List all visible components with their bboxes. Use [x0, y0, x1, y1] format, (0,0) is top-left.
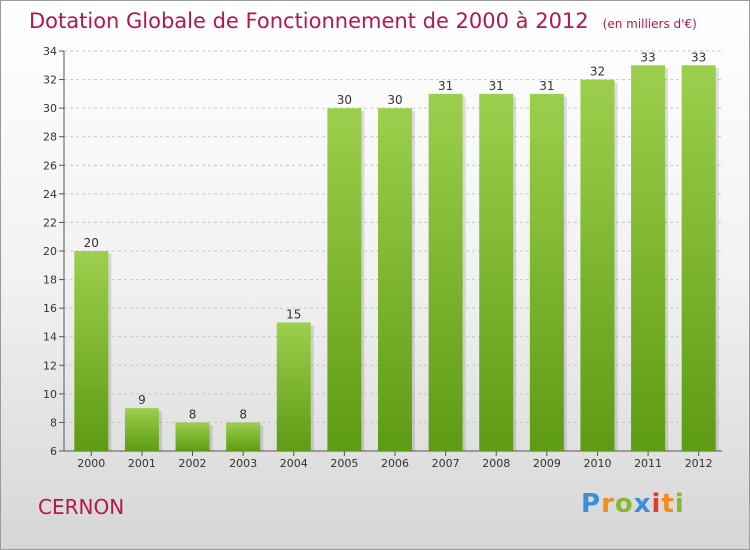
- x-tick-label: 2010: [583, 457, 611, 470]
- chart-subtitle: (en milliers d'€): [602, 17, 697, 31]
- axes: 6 8 10 12 14 16 18 20 22 24 26 28 30 32 34: [43, 45, 722, 458]
- logo-letter: o: [614, 489, 634, 519]
- bar: [74, 251, 109, 451]
- chart-title-text: Dotation Globale de Fonctionnement de 20…: [29, 9, 589, 33]
- data-label: 8: [239, 407, 247, 421]
- x-tick-label: 2004: [280, 457, 308, 470]
- y-tick-label: 14: [43, 331, 57, 344]
- y-tick-label: 22: [43, 216, 57, 229]
- x-tick-label: 2001: [128, 457, 156, 470]
- x-tick-label: 2002: [179, 457, 207, 470]
- chart-title: Dotation Globale de Fonctionnement de 20…: [29, 9, 697, 33]
- data-label: 33: [691, 50, 706, 64]
- commune-name: CERNON: [38, 495, 125, 519]
- bar: [276, 322, 311, 451]
- x-tick-label: 2008: [482, 457, 510, 470]
- y-tick-label: 16: [43, 302, 57, 315]
- y-tick-label: 6: [50, 445, 57, 458]
- bar: [580, 79, 615, 452]
- data-label: 31: [539, 79, 554, 93]
- labels: 2000 20 2001 9 2002 8 2003 8 2004 15 2005 30 2006 30 2…: [77, 50, 712, 470]
- bar: [631, 65, 666, 452]
- bars: [74, 65, 719, 452]
- logo-letter: t: [661, 489, 675, 519]
- bar: [327, 108, 362, 452]
- y-tick-label: 30: [43, 102, 57, 115]
- bar: [529, 93, 564, 451]
- bar: [428, 93, 463, 451]
- x-tick-label: 2009: [533, 457, 561, 470]
- proxiti-logo: Proxiti: [581, 489, 685, 519]
- x-tick-label: 2005: [330, 457, 358, 470]
- y-tick-label: 24: [43, 188, 57, 201]
- y-tick-label: 18: [43, 274, 57, 287]
- bar: [681, 65, 716, 452]
- logo-letter: P: [581, 489, 602, 519]
- logo-letter: i: [674, 489, 685, 519]
- y-tick-label: 26: [43, 159, 57, 172]
- x-tick-label: 2000: [77, 457, 105, 470]
- y-tick-label: 32: [43, 74, 57, 87]
- bar: [124, 408, 159, 451]
- data-label: 30: [337, 93, 352, 107]
- data-label: 8: [189, 407, 197, 421]
- bar: [479, 93, 514, 451]
- bar: [378, 108, 412, 452]
- y-tick-label: 34: [43, 45, 57, 58]
- data-label: 31: [438, 79, 453, 93]
- data-label: 20: [84, 236, 99, 250]
- bar: [175, 422, 210, 451]
- logo-letter: r: [601, 489, 615, 519]
- y-tick-label: 10: [43, 388, 57, 401]
- y-tick-label: 8: [50, 416, 57, 429]
- y-tick-label: 28: [43, 131, 57, 144]
- data-label: 30: [387, 93, 402, 107]
- x-tick-label: 2012: [685, 457, 713, 470]
- data-label: 33: [640, 50, 655, 64]
- data-label: 32: [590, 65, 605, 79]
- x-tick-label: 2011: [634, 457, 662, 470]
- data-label: 15: [286, 307, 301, 321]
- data-label: 9: [138, 393, 146, 407]
- logo-letter: i: [651, 489, 662, 519]
- x-tick-label: 2006: [381, 457, 409, 470]
- x-tick-label: 2007: [432, 457, 460, 470]
- bar: [226, 422, 261, 451]
- x-tick-label: 2003: [229, 457, 257, 470]
- logo-letter: x: [633, 489, 652, 519]
- data-label: 31: [489, 79, 504, 93]
- y-tick-label: 20: [43, 245, 57, 258]
- y-tick-label: 12: [43, 359, 57, 372]
